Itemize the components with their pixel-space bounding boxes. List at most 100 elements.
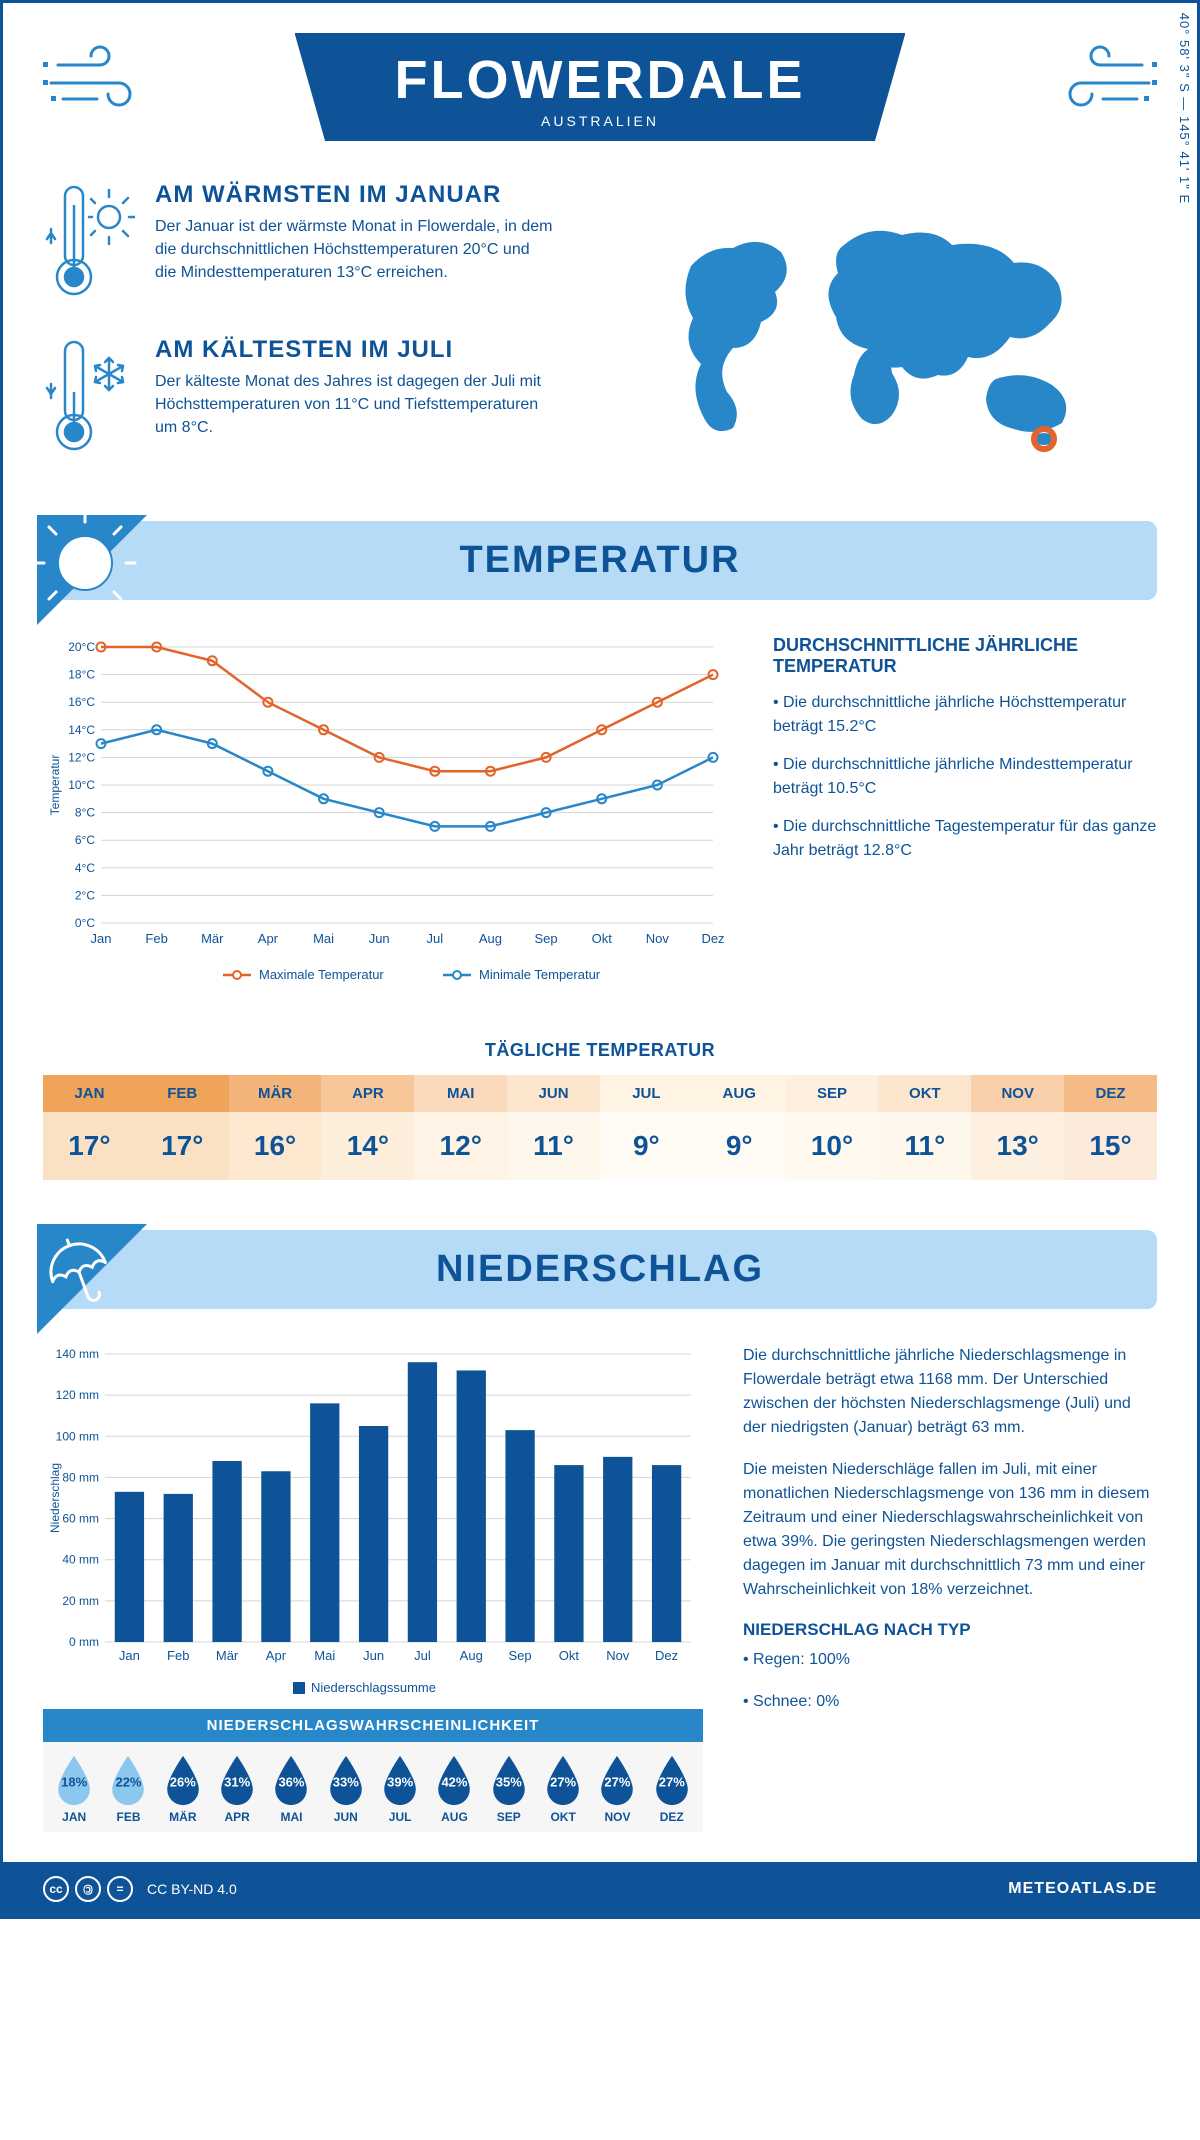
svg-text:10°C: 10°C bbox=[68, 778, 95, 792]
section-banner-precipitation: NIEDERSCHLAG bbox=[43, 1230, 1157, 1309]
svg-text:Jun: Jun bbox=[369, 931, 390, 946]
daily-temp-values: 17°17°16°14°12°11°9°9°10°11°13°15° bbox=[43, 1112, 1157, 1180]
table-cell: 17° bbox=[136, 1112, 229, 1180]
svg-text:Niederschlag: Niederschlag bbox=[48, 1463, 62, 1533]
svg-text:Maximale Temperatur: Maximale Temperatur bbox=[259, 967, 384, 982]
probability-cell: 22%FEB bbox=[101, 1754, 155, 1824]
precip-type-heading: NIEDERSCHLAG NACH TYP bbox=[743, 1620, 1157, 1640]
wind-icon bbox=[1047, 43, 1157, 128]
world-map: TASMANIA 40° 58' 3" S — 145° 41' 1" E bbox=[615, 181, 1157, 491]
svg-text:Mai: Mai bbox=[314, 1648, 335, 1663]
svg-text:20°C: 20°C bbox=[68, 640, 95, 654]
svg-text:Aug: Aug bbox=[460, 1648, 483, 1663]
table-header-cell: SEP bbox=[786, 1075, 879, 1112]
svg-text:0°C: 0°C bbox=[75, 916, 95, 930]
svg-text:Jan: Jan bbox=[119, 1648, 140, 1663]
table-header-cell: MÄR bbox=[229, 1075, 322, 1112]
svg-text:60 mm: 60 mm bbox=[62, 1512, 99, 1526]
svg-text:140 mm: 140 mm bbox=[56, 1347, 99, 1361]
svg-text:Nov: Nov bbox=[606, 1648, 630, 1663]
daily-temp-title: TÄGLICHE TEMPERATUR bbox=[43, 1040, 1157, 1061]
fact-title: AM WÄRMSTEN IM JANUAR bbox=[155, 181, 555, 209]
table-header-cell: MAI bbox=[414, 1075, 507, 1112]
svg-text:Jan: Jan bbox=[91, 931, 112, 946]
umbrella-icon bbox=[37, 1224, 147, 1334]
svg-text:Okt: Okt bbox=[559, 1648, 580, 1663]
temperature-chart: 0°C2°C4°C6°C8°C10°C12°C14°C16°C18°C20°CJ… bbox=[43, 635, 733, 1000]
svg-text:4°C: 4°C bbox=[75, 861, 95, 875]
svg-text:120 mm: 120 mm bbox=[56, 1388, 99, 1402]
info-bullet: • Die durchschnittliche jährliche Höchst… bbox=[773, 691, 1157, 739]
precipitation-chart: 0 mm20 mm40 mm60 mm80 mm100 mm120 mm140 … bbox=[43, 1344, 703, 1704]
svg-text:Okt: Okt bbox=[592, 931, 613, 946]
info-bullet: • Die durchschnittliche jährliche Mindes… bbox=[773, 753, 1157, 801]
table-cell: 9° bbox=[693, 1112, 786, 1180]
table-header-cell: DEZ bbox=[1064, 1075, 1157, 1112]
svg-text:20 mm: 20 mm bbox=[62, 1594, 99, 1608]
probability-cell: 39%JUL bbox=[373, 1754, 427, 1824]
wind-icon bbox=[43, 43, 153, 128]
thermometer-snow-icon bbox=[43, 336, 135, 461]
site-name: METEOATLAS.DE bbox=[1008, 1880, 1157, 1898]
info-bullet: • Die durchschnittliche Tagestemperatur … bbox=[773, 815, 1157, 863]
probability-cell: 33%JUN bbox=[319, 1754, 373, 1824]
svg-text:Apr: Apr bbox=[266, 1648, 287, 1663]
svg-text:12°C: 12°C bbox=[68, 750, 95, 764]
svg-text:Jul: Jul bbox=[414, 1648, 431, 1663]
license-label: CC BY-ND 4.0 bbox=[147, 1881, 237, 1897]
table-header-cell: NOV bbox=[971, 1075, 1064, 1112]
table-header-cell: JUL bbox=[600, 1075, 693, 1112]
svg-text:Jul: Jul bbox=[427, 931, 444, 946]
svg-text:Dez: Dez bbox=[701, 931, 724, 946]
page-subtitle: AUSTRALIEN bbox=[395, 113, 806, 129]
svg-text:Jun: Jun bbox=[363, 1648, 384, 1663]
svg-text:0 mm: 0 mm bbox=[69, 1635, 99, 1649]
svg-text:40 mm: 40 mm bbox=[62, 1553, 99, 1567]
svg-text:Minimale Temperatur: Minimale Temperatur bbox=[479, 967, 601, 982]
fact-warmest: AM WÄRMSTEN IM JANUAR Der Januar ist der… bbox=[43, 181, 585, 306]
fact-coldest: AM KÄLTESTEN IM JULI Der kälteste Monat … bbox=[43, 336, 585, 461]
probability-cell: 27%NOV bbox=[590, 1754, 644, 1824]
svg-text:Mai: Mai bbox=[313, 931, 334, 946]
title-banner: FLOWERDALE AUSTRALIEN bbox=[295, 33, 906, 141]
info-heading: DURCHSCHNITTLICHE JÄHRLICHE TEMPERATUR bbox=[773, 635, 1157, 677]
precip-type-line: • Regen: 100% bbox=[743, 1648, 1157, 1672]
probability-title: NIEDERSCHLAGSWAHRSCHEINLICHKEIT bbox=[43, 1709, 703, 1742]
table-header-cell: JAN bbox=[43, 1075, 136, 1112]
svg-text:100 mm: 100 mm bbox=[56, 1429, 99, 1443]
fact-body: Der Januar ist der wärmste Monat in Flow… bbox=[155, 215, 555, 285]
table-cell: 14° bbox=[321, 1112, 414, 1180]
table-header-cell: OKT bbox=[878, 1075, 971, 1112]
svg-text:Sep: Sep bbox=[535, 931, 558, 946]
table-header-cell: AUG bbox=[693, 1075, 786, 1112]
svg-text:Niederschlagssumme: Niederschlagssumme bbox=[311, 1680, 436, 1695]
header: FLOWERDALE AUSTRALIEN bbox=[43, 33, 1157, 141]
svg-text:Mär: Mär bbox=[216, 1648, 239, 1663]
svg-text:Dez: Dez bbox=[655, 1648, 678, 1663]
table-cell: 11° bbox=[507, 1112, 600, 1180]
section-banner-temperature: TEMPERATUR bbox=[43, 521, 1157, 600]
thermometer-sun-icon bbox=[43, 181, 135, 306]
table-header-cell: FEB bbox=[136, 1075, 229, 1112]
table-cell: 16° bbox=[229, 1112, 322, 1180]
svg-text:2°C: 2°C bbox=[75, 888, 95, 902]
svg-text:Aug: Aug bbox=[479, 931, 502, 946]
footer: cc🄯= CC BY-ND 4.0 METEOATLAS.DE bbox=[3, 1862, 1197, 1916]
svg-text:Nov: Nov bbox=[646, 931, 670, 946]
page-title: FLOWERDALE bbox=[395, 49, 806, 111]
svg-text:Mär: Mär bbox=[201, 931, 224, 946]
probability-cell: 27%OKT bbox=[536, 1754, 590, 1824]
table-cell: 12° bbox=[414, 1112, 507, 1180]
probability-cell: 18%JAN bbox=[47, 1754, 101, 1824]
svg-text:8°C: 8°C bbox=[75, 806, 95, 820]
daily-temp-months: JANFEBMÄRAPRMAIJUNJULAUGSEPOKTNOVDEZ bbox=[43, 1075, 1157, 1112]
table-header-cell: JUN bbox=[507, 1075, 600, 1112]
table-cell: 10° bbox=[786, 1112, 879, 1180]
fact-title: AM KÄLTESTEN IM JULI bbox=[155, 336, 555, 364]
fact-body: Der kälteste Monat des Jahres ist dagege… bbox=[155, 370, 555, 440]
section-title: TEMPERATUR bbox=[61, 539, 1139, 582]
svg-text:Temperatur: Temperatur bbox=[48, 755, 62, 816]
precip-para: Die meisten Niederschläge fallen im Juli… bbox=[743, 1458, 1157, 1602]
precip-para: Die durchschnittliche jährliche Niedersc… bbox=[743, 1344, 1157, 1440]
probability-cell: 27%DEZ bbox=[645, 1754, 699, 1824]
